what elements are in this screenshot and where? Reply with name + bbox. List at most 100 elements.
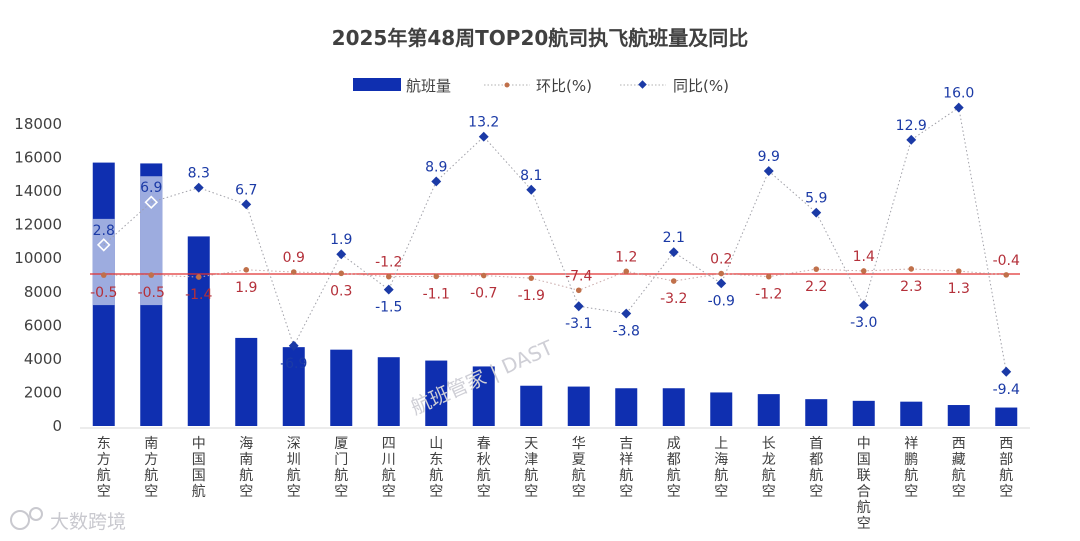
marker-yoy-8	[478, 131, 489, 142]
marker-mom-16	[860, 268, 867, 274]
marker-yoy-18	[953, 102, 964, 113]
x-tick-label-4: 深圳航空	[287, 436, 301, 500]
marker-yoy-1	[144, 195, 159, 210]
bar-12	[662, 388, 685, 426]
legend: 航班量 环比(%) 同比(%)	[353, 77, 729, 95]
legend-label-yoy: 同比(%)	[673, 77, 729, 95]
label-yoy-3: 6.7	[235, 182, 257, 198]
marker-mom-5	[338, 270, 345, 277]
chart-title: 2025年第48周TOP20航司执飞航班量及同比	[332, 26, 749, 50]
label-yoy-19: -9.4	[993, 382, 1020, 398]
brand-icon	[10, 510, 30, 530]
line-mom	[103, 268, 1007, 291]
y-tick-label-8: 16000	[14, 149, 62, 167]
x-tick-label-2: 中国国航	[192, 436, 206, 500]
marker-yoy-10	[573, 301, 584, 312]
label-mom-1: -0.5	[138, 285, 165, 301]
legend-label-mom: 环比(%)	[536, 77, 592, 95]
x-tick-label-5: 厦门航空	[334, 436, 348, 500]
label-yoy-4: -6.9	[280, 356, 307, 372]
marker-yoy-13	[716, 278, 727, 289]
label-mom-11: 1.2	[615, 249, 637, 265]
bar-3	[235, 337, 258, 426]
marker-yoy-16	[858, 300, 869, 311]
label-yoy-6: -1.5	[375, 300, 402, 316]
y-tick-label-7: 14000	[14, 182, 62, 200]
bar-17	[900, 401, 923, 426]
x-tick-label-1: 南方航空	[144, 436, 158, 500]
marker-mom-7	[433, 273, 440, 280]
bar-18	[947, 405, 970, 426]
marker-yoy-9	[526, 184, 537, 195]
marker-mom-12	[670, 278, 677, 284]
label-mom-17: 2.3	[900, 279, 922, 295]
y-tick-label-0: 0	[52, 417, 62, 435]
marker-mom-18	[955, 268, 962, 274]
label-yoy-1: 6.9	[140, 180, 162, 196]
label-yoy-13: -0.9	[708, 293, 735, 309]
y-tick-label-5: 10000	[14, 249, 62, 267]
label-yoy-15: 5.9	[805, 191, 827, 207]
marker-mom-0	[100, 272, 107, 278]
y-tick-label-2: 4000	[24, 350, 62, 368]
marker-mom-3	[243, 267, 250, 273]
marker-yoy-7	[431, 176, 442, 187]
label-mom-7: -1.1	[423, 286, 450, 302]
data-labels: 2.8 -0.5 6.9 -0.5 8.3 -1.4 6.7 1.9 -6.9 0.9 1.9 0.3…	[90, 86, 1020, 398]
x-tick-label-14: 长龙航空	[762, 436, 776, 500]
marker-mom-14	[765, 273, 772, 280]
x-tick-label-17: 祥鹏航空	[904, 436, 918, 500]
bar-16	[852, 400, 875, 426]
series-lines	[103, 106, 1007, 372]
marker-yoy-17	[906, 134, 917, 145]
label-mom-2: -1.4	[185, 287, 212, 303]
x-tick-label-19: 西部航空	[999, 436, 1013, 500]
marker-yoy-11	[621, 308, 632, 319]
label-mom-18: 1.3	[948, 281, 970, 297]
label-yoy-16: -3.0	[850, 315, 877, 331]
marker-mom-2	[195, 274, 202, 280]
legend-swatch-bar	[353, 78, 401, 91]
label-yoy-5: 1.9	[330, 232, 352, 248]
x-tick-label-16: 中国联合航空	[857, 436, 871, 532]
brand-logo: 大数跨境	[10, 507, 126, 533]
label-mom-14: -1.2	[755, 287, 782, 303]
bar-13	[710, 392, 733, 426]
label-mom-0: -0.5	[90, 285, 117, 301]
marker-yoy-12	[668, 247, 679, 258]
legend-marker-mom	[504, 82, 510, 88]
marker-mom-15	[813, 266, 820, 272]
label-mom-8: -0.7	[470, 286, 497, 302]
marker-yoy-3	[241, 199, 252, 210]
marker-yoy-15	[811, 207, 822, 218]
y-tick-label-4: 8000	[24, 283, 62, 301]
label-mom-5: 0.3	[330, 283, 352, 299]
bar-9	[520, 385, 543, 426]
x-tick-label-18: 西藏航空	[952, 436, 966, 500]
label-mom-19: -0.4	[993, 253, 1020, 269]
x-tick-label-13: 上海航空	[714, 436, 728, 500]
brand-icon-dot	[29, 507, 43, 521]
marker-mom-6	[385, 273, 392, 280]
x-tick-label-9: 天津航空	[524, 436, 538, 500]
y-tick-label-1: 2000	[24, 383, 62, 401]
legend-label-flights: 航班量	[406, 77, 451, 95]
label-mom-13: 0.2	[710, 252, 732, 268]
marker-yoy-6	[383, 284, 394, 295]
bar-15	[805, 399, 828, 426]
x-tick-label-8: 春秋航空	[477, 436, 491, 500]
label-yoy-2: 8.3	[188, 166, 210, 182]
label-yoy-10: -3.1	[565, 316, 592, 332]
marker-yoy-19	[1001, 366, 1012, 377]
marker-mom-9	[528, 275, 535, 281]
marker-mom-19	[1003, 272, 1010, 278]
bar-label-band-0	[92, 218, 115, 306]
label-yoy-8: 13.2	[468, 115, 499, 131]
y-tick-label-3: 6000	[24, 316, 62, 334]
x-tick-label-0: 东方航空	[97, 436, 111, 500]
marker-yoy-5	[336, 249, 347, 260]
bar-11	[615, 388, 638, 426]
marker-yoy-4	[288, 340, 299, 351]
bar-8	[472, 366, 495, 426]
